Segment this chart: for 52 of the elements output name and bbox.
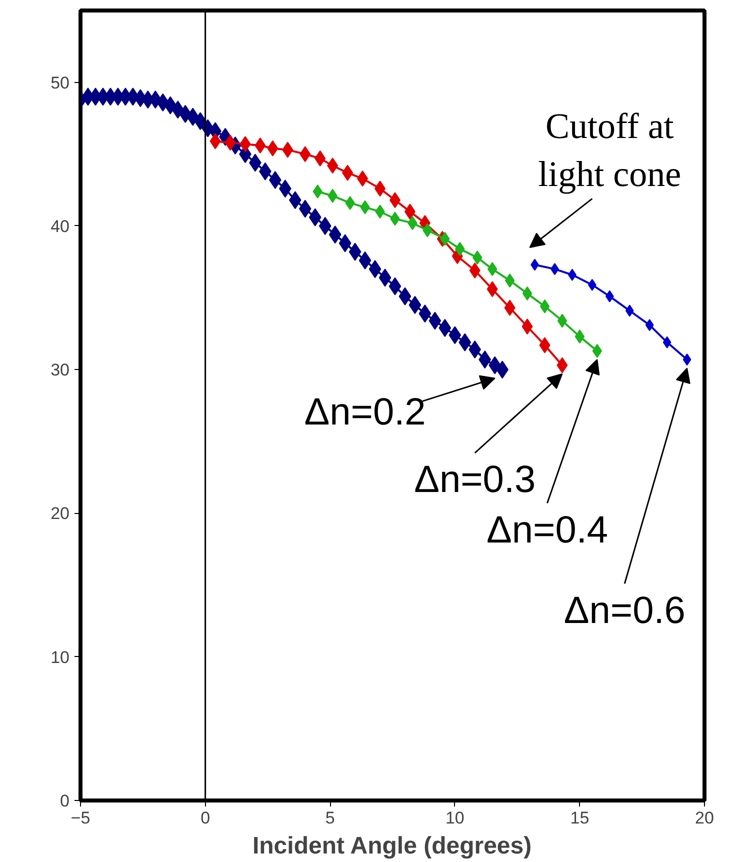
point (348, 242, 362, 261)
x-tick-label: −5 (70, 808, 90, 828)
point (308, 208, 322, 226)
point (625, 304, 634, 317)
y-tick-label: 50 (50, 73, 70, 92)
point (645, 319, 654, 332)
point (338, 234, 352, 252)
point (574, 330, 585, 344)
point (522, 286, 532, 300)
point (682, 354, 692, 366)
x-tick-label: 0 (200, 808, 210, 828)
y-tick-label: 10 (50, 648, 70, 667)
x-tick-label: 5 (325, 808, 335, 828)
point (398, 287, 412, 306)
point (504, 274, 515, 288)
point (318, 216, 332, 235)
y-tick-label: 30 (50, 360, 70, 380)
x-tick-label: 20 (695, 808, 714, 828)
point (428, 312, 442, 330)
x-tick-label: 15 (570, 808, 590, 828)
text: Δn=0.6 (564, 590, 686, 632)
x-tick-label: 10 (445, 808, 464, 828)
point (522, 318, 533, 334)
y-tick-label: 40 (50, 216, 70, 236)
point (540, 299, 550, 314)
point (368, 260, 382, 278)
point (448, 326, 462, 344)
point (438, 318, 452, 337)
text: Δn=0.3 (414, 459, 536, 502)
y-tick-label: 20 (50, 504, 70, 524)
point (378, 268, 392, 287)
point (164, 96, 177, 114)
point (605, 290, 614, 302)
point (388, 277, 402, 296)
text: Δn=0.4 (486, 509, 608, 552)
point (288, 191, 302, 210)
point (557, 314, 568, 328)
point (408, 296, 422, 314)
point (468, 340, 482, 358)
annotation: Cutoff at light cone (538, 106, 682, 194)
y-tick-label: 0 (60, 792, 70, 810)
point (328, 226, 342, 244)
x-axis-title: Incident Angle (degrees) (252, 832, 532, 860)
point (458, 333, 472, 352)
point (418, 304, 432, 323)
point (298, 200, 312, 218)
point (478, 350, 492, 369)
point (662, 336, 672, 348)
point (488, 356, 502, 374)
point (358, 251, 372, 270)
series-label: Δn=0.2 (304, 392, 426, 434)
point (592, 344, 602, 358)
